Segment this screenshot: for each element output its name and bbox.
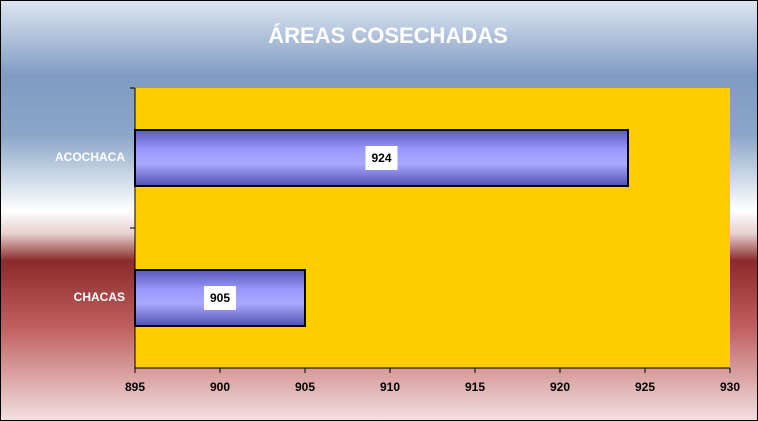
x-tick-label: 920	[550, 380, 570, 394]
x-tick-label: 915	[465, 380, 485, 394]
x-tick-label: 910	[380, 380, 400, 394]
x-tick-label: 925	[635, 380, 655, 394]
y-tick-label: ACOCHACA	[55, 150, 125, 164]
y-tick-label: CHACAS	[74, 290, 125, 304]
x-tick-label: 930	[720, 380, 740, 394]
x-tick-label: 905	[295, 380, 315, 394]
x-tick-label: 900	[210, 380, 230, 394]
data-label-box	[365, 146, 398, 170]
chart-title: ÁREAS COSECHADAS	[268, 23, 508, 48]
data-label-box	[204, 286, 236, 310]
data-label: 905	[210, 291, 230, 305]
x-tick-label: 895	[125, 380, 145, 394]
data-label: 924	[371, 151, 391, 165]
